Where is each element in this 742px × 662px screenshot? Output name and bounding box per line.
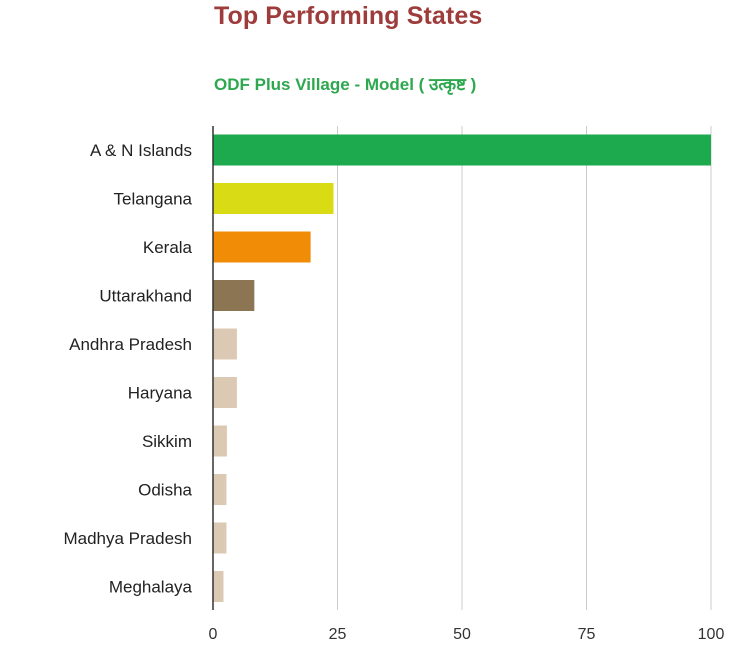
x-tick-label: 0 (209, 626, 218, 643)
category-label: Kerala (143, 238, 193, 257)
bar-uttarakhand[interactable] (213, 280, 255, 311)
bar-haryana[interactable] (213, 377, 237, 408)
category-label: A & N Islands (90, 141, 192, 160)
bar-kerala[interactable] (213, 231, 311, 263)
tick-labels: 0 25 50 75 100 (209, 626, 725, 643)
category-label: Meghalaya (109, 578, 193, 597)
category-label: Sikkim (142, 432, 192, 451)
bar-sikkim[interactable] (213, 425, 227, 457)
gridlines (337, 126, 712, 610)
category-label: Uttarakhand (99, 287, 192, 306)
bar-telangana[interactable] (213, 183, 334, 214)
x-tick-label: 75 (578, 626, 596, 643)
category-label: Odisha (138, 481, 192, 500)
category-label: Madhya Pradesh (63, 529, 192, 548)
bars (213, 134, 711, 602)
page-title: Top Performing States (214, 2, 483, 30)
bar-madhya-pradesh[interactable] (213, 522, 227, 554)
bar-andhra-pradesh[interactable] (213, 328, 237, 360)
category-labels: A & N Islands Telangana Kerala Uttarakhand A… (63, 141, 192, 597)
bar-a-n-islands[interactable] (213, 134, 711, 166)
bar-meghalaya[interactable] (213, 571, 224, 602)
category-label: Haryana (128, 384, 193, 403)
chart-subtitle: ODF Plus Village - Model ( उत्कृष्ट ) (214, 75, 477, 94)
x-tick-label: 50 (453, 626, 471, 643)
category-label: Andhra Pradesh (69, 335, 192, 354)
category-label: Telangana (114, 190, 193, 209)
x-tick-label: 25 (329, 626, 347, 643)
bar-odisha[interactable] (213, 474, 227, 505)
x-tick-label: 100 (698, 626, 725, 643)
